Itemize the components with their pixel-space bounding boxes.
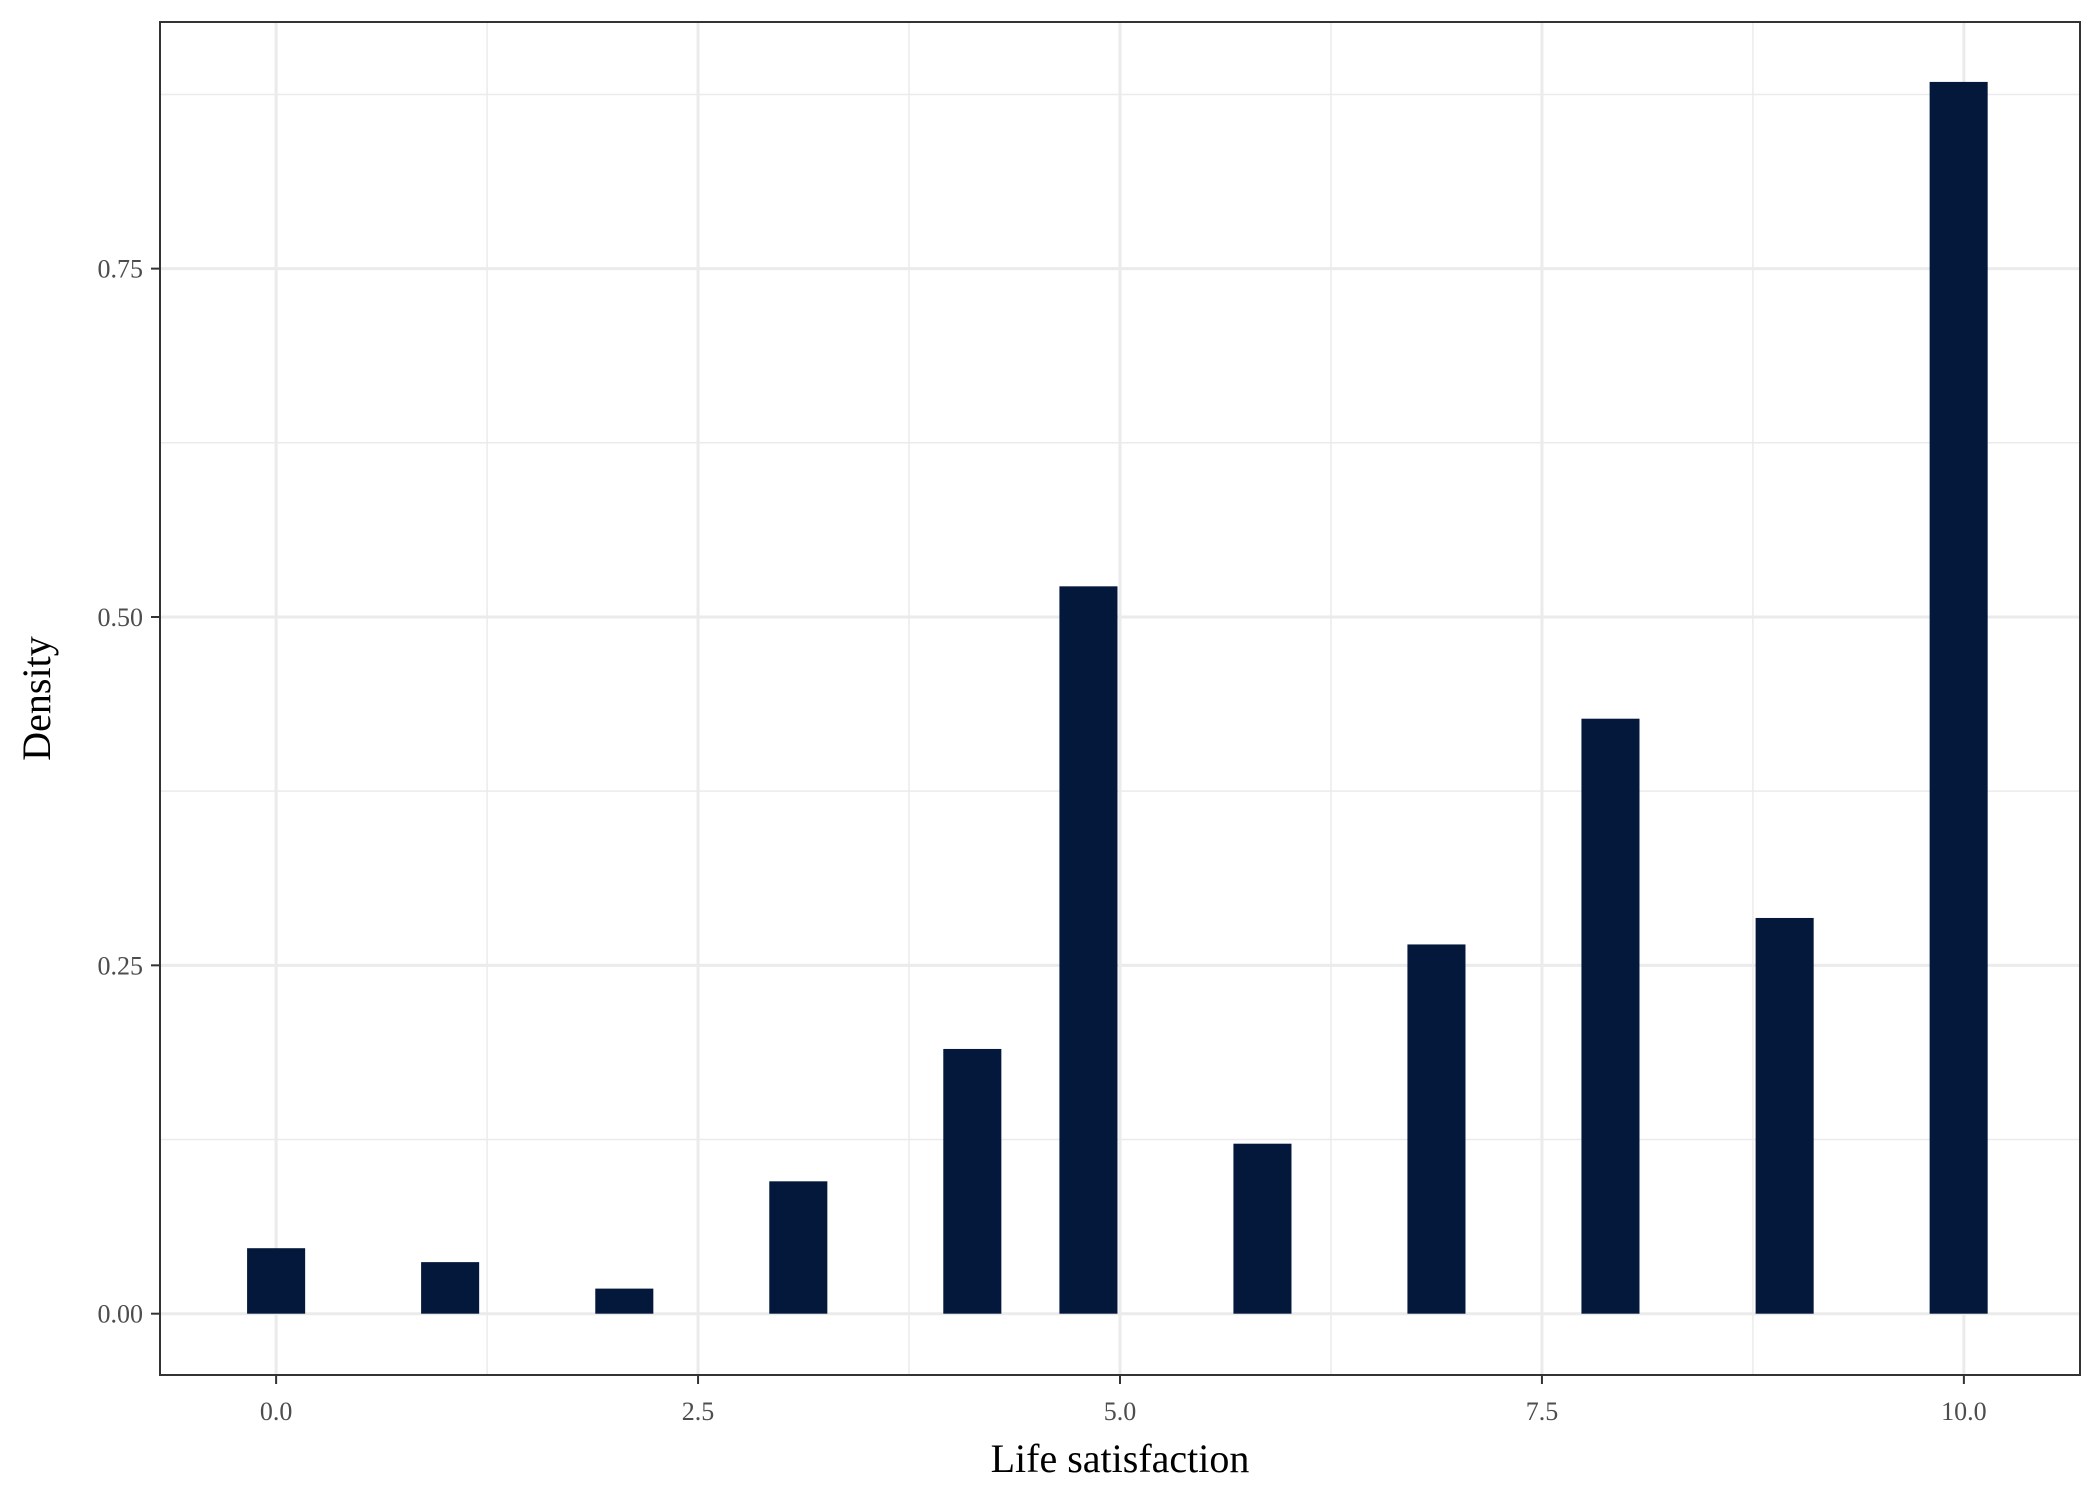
- x-tick-label: 7.5: [1526, 1397, 1559, 1426]
- histogram-bar: [943, 1048, 1002, 1314]
- histogram-bar: [1929, 81, 1988, 1314]
- y-tick-label: 0.50: [98, 603, 144, 632]
- x-tick-label: 10.0: [1941, 1397, 1987, 1426]
- x-axis-title: Life satisfaction: [991, 1436, 1250, 1481]
- y-tick-label: 0.75: [98, 255, 144, 284]
- histogram-bar: [247, 1248, 306, 1314]
- x-tick-label: 2.5: [682, 1397, 715, 1426]
- histogram-bar: [1059, 586, 1118, 1314]
- x-tick-label: 0.0: [260, 1397, 293, 1426]
- bars: [247, 81, 1988, 1314]
- y-axis-title: Density: [14, 636, 59, 760]
- histogram-bar: [769, 1181, 828, 1314]
- histogram-bar: [1233, 1143, 1292, 1314]
- histogram-bar: [1581, 718, 1640, 1314]
- histogram-bar: [1755, 917, 1814, 1314]
- y-tick-label: 0.00: [98, 1300, 144, 1329]
- x-tick-label: 5.0: [1104, 1397, 1137, 1426]
- histogram-bar: [595, 1288, 654, 1314]
- y-axis-ticks: 0.00 0.25 0.50 0.75: [98, 255, 160, 1329]
- histogram-bar: [1407, 944, 1466, 1314]
- histogram-bar: [421, 1262, 480, 1314]
- y-tick-label: 0.25: [98, 951, 144, 980]
- x-axis-ticks: 0.0 2.5 5.0 7.5 10.0: [260, 1375, 1987, 1426]
